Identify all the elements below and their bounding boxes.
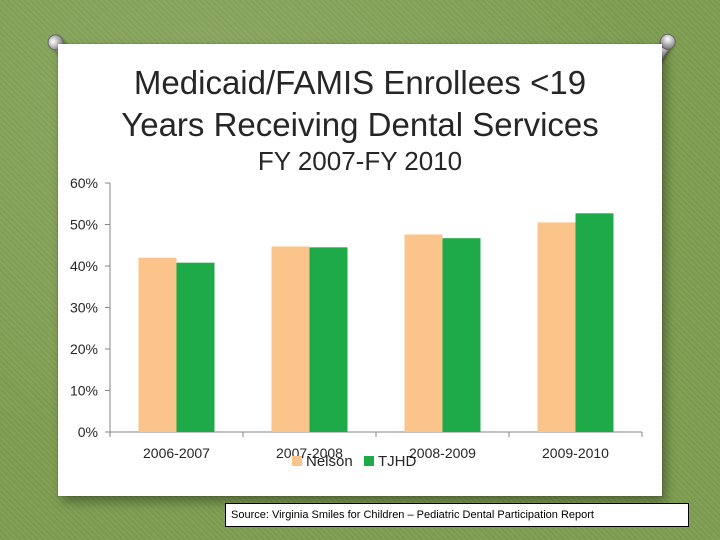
y-tick-label: 60% — [70, 175, 98, 191]
legend-swatch-nelson — [292, 456, 302, 466]
legend-label-tjhd: TJHD — [378, 453, 416, 470]
bar-nelson-2006-2007 — [138, 257, 177, 432]
y-tick-label: 0% — [78, 424, 98, 440]
chart-title: FY 2007-FY 2010 — [257, 146, 463, 176]
y-tick-label: 50% — [70, 217, 98, 233]
bar-tjhd-2007-2008 — [309, 247, 348, 432]
bar-nelson-2008-2009 — [404, 234, 443, 432]
y-tick-label: 10% — [70, 383, 98, 399]
y-tick-label: 20% — [70, 341, 98, 357]
x-tick-label: 2009-2010 — [542, 445, 609, 461]
legend-label-nelson: Nelson — [306, 453, 353, 470]
y-tick-label: 40% — [70, 258, 98, 274]
bar-tjhd-2006-2007 — [176, 262, 215, 432]
bar-nelson-2007-2008 — [271, 246, 310, 432]
x-tick-label: 2006-2007 — [143, 445, 210, 461]
bar-nelson-2009-2010 — [537, 222, 576, 432]
bar-tjhd-2008-2009 — [442, 238, 481, 432]
legend-swatch-tjhd — [364, 456, 374, 466]
title-line-2: Years Receiving Dental Services — [121, 106, 599, 143]
y-tick-label: 30% — [70, 300, 98, 316]
slide-title: Medicaid/FAMIS Enrollees <19 Years Recei… — [58, 62, 662, 146]
source-note: Source: Virginia Smiles for Children – P… — [225, 503, 689, 527]
x-tick-label: 2008-2009 — [409, 445, 476, 461]
bar-tjhd-2009-2010 — [575, 213, 614, 432]
title-line-1: Medicaid/FAMIS Enrollees <19 — [133, 64, 587, 101]
